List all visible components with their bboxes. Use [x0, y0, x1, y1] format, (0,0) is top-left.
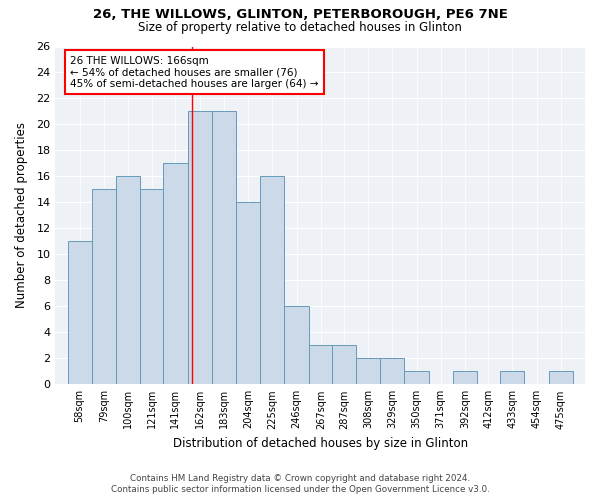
Bar — [212, 112, 236, 384]
Bar — [116, 176, 140, 384]
Bar — [284, 306, 308, 384]
Y-axis label: Number of detached properties: Number of detached properties — [15, 122, 28, 308]
Bar — [332, 346, 356, 385]
Text: Size of property relative to detached houses in Glinton: Size of property relative to detached ho… — [138, 21, 462, 34]
Bar — [404, 372, 428, 384]
Bar — [453, 372, 477, 384]
Text: Contains HM Land Registry data © Crown copyright and database right 2024.
Contai: Contains HM Land Registry data © Crown c… — [110, 474, 490, 494]
X-axis label: Distribution of detached houses by size in Glinton: Distribution of detached houses by size … — [173, 437, 468, 450]
Text: 26, THE WILLOWS, GLINTON, PETERBOROUGH, PE6 7NE: 26, THE WILLOWS, GLINTON, PETERBOROUGH, … — [92, 8, 508, 20]
Bar — [163, 164, 188, 384]
Bar — [500, 372, 524, 384]
Bar — [308, 346, 333, 385]
Bar — [140, 190, 164, 384]
Bar — [68, 242, 92, 384]
Bar — [380, 358, 404, 384]
Bar — [188, 112, 212, 384]
Bar — [260, 176, 284, 384]
Bar — [356, 358, 380, 384]
Bar — [236, 202, 260, 384]
Text: 26 THE WILLOWS: 166sqm
← 54% of detached houses are smaller (76)
45% of semi-det: 26 THE WILLOWS: 166sqm ← 54% of detached… — [70, 56, 319, 89]
Bar — [92, 190, 116, 384]
Bar — [548, 372, 573, 384]
